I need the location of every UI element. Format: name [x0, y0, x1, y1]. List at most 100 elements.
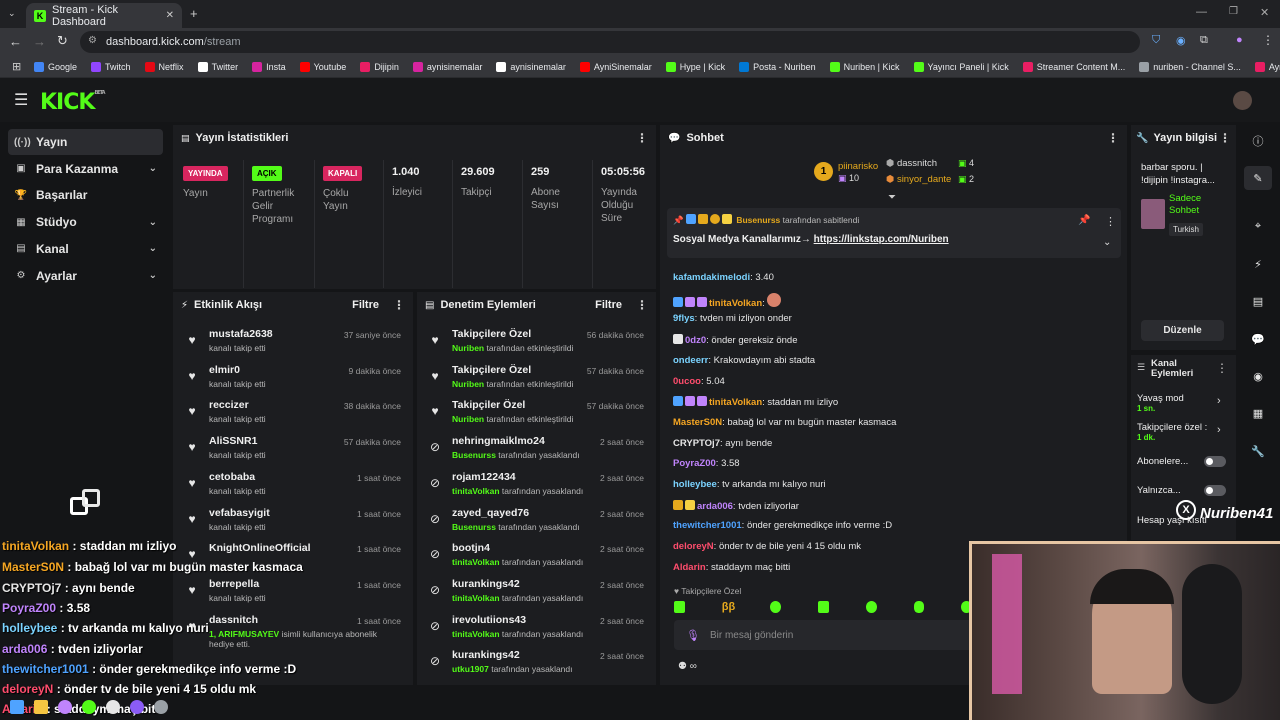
bookmark-item[interactable]: Dijipin: [360, 61, 399, 72]
moderation-menu-icon[interactable]: ⋮: [636, 298, 648, 312]
chevron-right-icon[interactable]: ›: [1217, 424, 1221, 436]
channel-actions-menu-icon[interactable]: ⋮: [1216, 361, 1228, 375]
moderation-target[interactable]: Takipçiler Özel: [452, 399, 526, 412]
bookmark-item[interactable]: nuriben - Channel S...: [1139, 61, 1241, 72]
moderation-target[interactable]: nehringmaiklmo24: [452, 435, 545, 448]
activity-username[interactable]: mustafa2638: [209, 328, 273, 340]
chevron-down-icon[interactable]: ⌄: [148, 216, 157, 228]
profile-icon[interactable]: ●: [1236, 34, 1243, 46]
chat-username[interactable]: CRYPTOj7: [673, 437, 720, 449]
chat-username[interactable]: ondeerr: [673, 354, 709, 366]
sidebar-item-5[interactable]: ⚙ Ayarlar ⌄: [8, 263, 163, 289]
chat-username[interactable]: 9flys: [673, 313, 695, 325]
edit-stream-button[interactable]: Düzenle: [1141, 320, 1224, 341]
bookmark-item[interactable]: Insta: [252, 61, 286, 72]
activity-filter-button[interactable]: Filtre: [352, 299, 379, 311]
moderation-target[interactable]: bootjn4: [452, 542, 490, 555]
sidebar-item-3[interactable]: ▦ Stüdyo ⌄: [8, 209, 163, 235]
chat-username[interactable]: deloreyN: [673, 541, 714, 553]
clipboard-icon[interactable]: ▤: [1252, 295, 1264, 308]
chat-username[interactable]: MasterS0N: [673, 416, 723, 428]
gifter-name[interactable]: piinarisko: [838, 161, 879, 172]
moderation-filter-button[interactable]: Filtre: [595, 299, 622, 311]
chevron-down-icon[interactable]: ⌄: [148, 243, 157, 255]
gifter-name[interactable]: ⬢ dassnitch: [886, 158, 938, 169]
info-icon[interactable]: ⓘ: [1252, 136, 1264, 148]
app-icon[interactable]: [130, 700, 144, 714]
kick-logo[interactable]: KICKBETA: [40, 90, 106, 115]
moderation-target[interactable]: Takipçilere Özel: [452, 328, 532, 340]
bookmark-item[interactable]: aynisinemalar: [412, 61, 482, 72]
chat-username[interactable]: thewitcher1001: [673, 520, 742, 532]
pencil-icon[interactable]: ✎: [1244, 166, 1272, 190]
emote-only-toggle[interactable]: [1204, 485, 1226, 496]
bookmark-item[interactable]: aynisinemalar: [496, 61, 566, 72]
emote-icon[interactable]: [770, 601, 781, 613]
sidebar-item-4[interactable]: ▤ Kanal ⌄: [8, 236, 163, 262]
extension-shield-icon[interactable]: ⛉: [1152, 34, 1161, 46]
tab-search-icon[interactable]: ⌄: [8, 8, 16, 18]
stats-menu-icon[interactable]: ⋮: [636, 131, 648, 145]
activity-username[interactable]: KnightOnlineOfficial: [209, 542, 311, 555]
stream-info-menu-icon[interactable]: ⋮: [1219, 131, 1231, 145]
chat-username[interactable]: arda006: [697, 500, 733, 512]
maximize-icon[interactable]: ❐: [1229, 6, 1238, 17]
emote-icon[interactable]: [865, 601, 877, 613]
sidebar-item-2[interactable]: 🏆 Başarılar: [8, 182, 163, 208]
bookmark-item[interactable]: Posta - Nuriben: [739, 61, 816, 72]
chat-username[interactable]: tinitaVolkan: [709, 297, 763, 309]
activity-username[interactable]: berrepella: [209, 577, 260, 590]
app-icon[interactable]: [58, 700, 72, 714]
chat-icon[interactable]: 💬: [1251, 333, 1265, 346]
browser-tab[interactable]: K Stream - Kick Dashboard ✕: [26, 3, 182, 28]
chevron-down-icon[interactable]: ⌄: [148, 270, 157, 281]
tools-icon[interactable]: 🔧: [1251, 445, 1265, 458]
moderation-target[interactable]: kurankings42: [452, 649, 520, 662]
extensions-puzzle-icon[interactable]: ⧉: [1200, 34, 1208, 46]
chat-menu-icon[interactable]: ⋮: [1107, 131, 1119, 145]
forward-icon[interactable]: →: [33, 34, 46, 49]
category-thumbnail[interactable]: [1141, 199, 1165, 229]
bookmark-item[interactable]: Aynı Sinemalar - Ça...: [1254, 61, 1280, 72]
moderation-target[interactable]: irevolutiions43: [452, 613, 527, 626]
emote-icon[interactable]: [817, 601, 829, 613]
activity-username[interactable]: cetobaba: [209, 470, 256, 483]
emote-icon[interactable]: [913, 601, 925, 613]
pinned-link[interactable]: https://linkstap.com/Nuriben: [813, 234, 949, 245]
moderation-target[interactable]: kurankings42: [452, 577, 520, 590]
back-icon[interactable]: ←: [9, 34, 22, 49]
bookmark-item[interactable]: Youtube: [299, 61, 346, 72]
layers-icon[interactable]: ▦: [1252, 407, 1264, 420]
sidebar-item-0[interactable]: ((·)) Yayın: [8, 129, 163, 155]
target-icon[interactable]: ⌖: [1254, 219, 1262, 232]
chat-username[interactable]: holleybee: [673, 479, 717, 490]
window-close-icon[interactable]: ✕: [1260, 7, 1270, 19]
collapse-arrow-icon[interactable]: ⏷: [888, 192, 896, 203]
unpin-icon[interactable]: 📌: [1078, 215, 1091, 226]
chevron-down-icon[interactable]: ⌄: [148, 163, 157, 175]
chat-username[interactable]: tinitaVolkan: [709, 397, 763, 409]
microphone-icon[interactable]: 🎙: [686, 629, 700, 642]
sidebar-item-1[interactable]: ▣ Para Kazanma ⌄: [8, 156, 163, 182]
subscribers-only-toggle[interactable]: [1204, 456, 1226, 467]
bookmark-item[interactable]: AyniSinemalar: [579, 61, 652, 72]
apps-grid-icon[interactable]: ⊞: [12, 61, 22, 73]
emote-icon[interactable]: [961, 601, 973, 613]
tab-close-icon[interactable]: ✕: [165, 10, 174, 21]
reload-icon[interactable]: ↻: [57, 33, 68, 48]
app-icon[interactable]: [82, 700, 96, 714]
bookmark-item[interactable]: Yayıncı Paneli | Kick: [913, 61, 1009, 72]
followers-only-label[interactable]: Takipçilere özel :: [1137, 422, 1208, 433]
bookmark-item[interactable]: Netflix: [144, 61, 184, 72]
gifter-name[interactable]: ⬢ sinyor_dante: [886, 174, 952, 185]
bookmark-item[interactable]: Nuriben | Kick: [829, 61, 900, 72]
account-age-label[interactable]: Hesap yaşı kısıtl: [1137, 515, 1207, 526]
app-icon[interactable]: [106, 700, 120, 714]
chat-username[interactable]: 0dz0: [685, 335, 707, 347]
bookmark-item[interactable]: Hype | Kick: [665, 61, 725, 72]
activity-username[interactable]: elmir0: [209, 363, 240, 376]
lightning-icon[interactable]: ⚡: [1254, 258, 1262, 271]
bookmark-item[interactable]: Twitch: [91, 61, 131, 72]
hamburger-menu-icon[interactable]: ☰: [14, 92, 29, 109]
emote-icon[interactable]: [674, 601, 685, 613]
